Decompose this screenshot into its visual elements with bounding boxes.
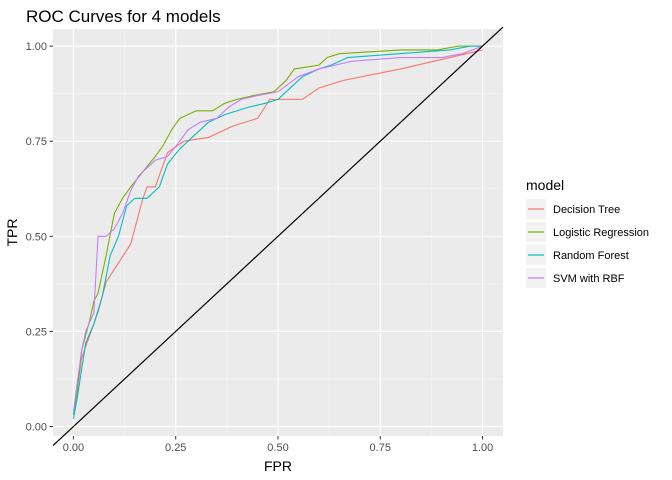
y-tick-label: 1.00 bbox=[26, 41, 47, 53]
series-line-svm-with-rbf bbox=[72, 45, 483, 412]
y-axis: 0.00 0.25 0.50 0.75 1.00 bbox=[26, 41, 53, 433]
y-axis-title: TPR bbox=[4, 219, 20, 247]
x-axis-title: FPR bbox=[264, 458, 292, 474]
x-axis: 0.00 0.25 0.50 0.75 1.00 bbox=[63, 436, 493, 454]
x-tick-label: 0.75 bbox=[370, 442, 391, 454]
legend-items: Decision Tree Logistic Regression Random F… bbox=[526, 199, 649, 288]
reference-layer bbox=[52, 26, 504, 446]
chart-title: ROC Curves for 4 models bbox=[26, 7, 221, 26]
x-tick-label: 0.50 bbox=[267, 442, 288, 454]
y-tick-label: 0.50 bbox=[26, 231, 47, 243]
y-tick-label: 0.25 bbox=[26, 326, 47, 338]
legend-label-logistic-regression: Logistic Regression bbox=[553, 227, 649, 239]
x-tick-label: 0.25 bbox=[165, 442, 186, 454]
grid-major bbox=[53, 29, 503, 436]
legend-label-svm-with-rbf: SVM with RBF bbox=[553, 273, 625, 285]
legend-title: model bbox=[526, 177, 564, 193]
legend-label-decision-tree: Decision Tree bbox=[553, 204, 620, 216]
x-tick-label: 1.00 bbox=[472, 442, 493, 454]
series-layer bbox=[72, 45, 483, 419]
legend: model Decision Tree Logistic Regression Ra… bbox=[526, 177, 649, 288]
legend-label-random-forest: Random Forest bbox=[553, 250, 629, 262]
y-tick-label: 0.00 bbox=[26, 421, 47, 433]
y-tick-label: 0.75 bbox=[26, 136, 47, 148]
series-line-logistic-regression bbox=[72, 45, 483, 416]
diagonal-reference-line bbox=[52, 26, 504, 446]
x-tick-label: 0.00 bbox=[63, 442, 84, 454]
